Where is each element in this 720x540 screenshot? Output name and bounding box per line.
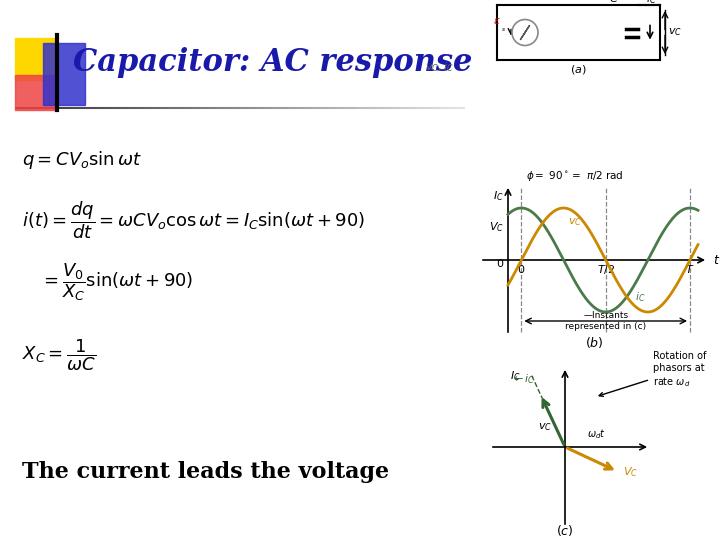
Text: $i_C$: $i_C$ — [635, 290, 645, 304]
Text: $0$: $0$ — [495, 257, 504, 269]
Text: —Instants
represented in (c): —Instants represented in (c) — [565, 311, 647, 330]
Text: $_s$: $_s$ — [502, 25, 506, 34]
Text: $t$: $t$ — [713, 253, 720, 267]
Text: $\phi =\ 90^\circ =\ \pi/2$ rad: $\phi =\ 90^\circ =\ \pi/2$ rad — [526, 169, 624, 183]
Text: $\varepsilon$: $\varepsilon$ — [493, 17, 501, 26]
Text: The current leads the voltage: The current leads the voltage — [22, 461, 389, 483]
Text: $C$: $C$ — [609, 0, 619, 4]
Text: $X_C = \dfrac{1}{\omega C}$: $X_C = \dfrac{1}{\omega C}$ — [22, 337, 96, 373]
Text: $V_C$: $V_C$ — [623, 465, 638, 480]
Text: $I_C$: $I_C$ — [493, 189, 504, 203]
Text: $T$: $T$ — [685, 263, 695, 275]
Text: $v_C$: $v_C$ — [538, 421, 552, 433]
Text: $= \dfrac{V_0}{X_C} \sin(\omega t + 90)$: $= \dfrac{V_0}{X_C} \sin(\omega t + 90)$ — [40, 261, 194, 303]
Text: $(c)$: $(c)$ — [557, 523, 574, 538]
Text: $\leftarrow i_C$: $\leftarrow i_C$ — [511, 373, 536, 386]
Bar — [15, 38, 57, 80]
Text: $(a)$: $(a)$ — [570, 63, 587, 76]
Text: Capacitor: AC response: Capacitor: AC response — [73, 48, 472, 78]
Bar — [15, 75, 57, 110]
Text: $v_C, i_C$: $v_C, i_C$ — [425, 60, 454, 74]
Text: $V_C$: $V_C$ — [489, 220, 504, 234]
Text: $T/2$: $T/2$ — [597, 263, 615, 276]
Text: $q = CV_o \sin \omega t$: $q = CV_o \sin \omega t$ — [22, 149, 142, 171]
Text: $\omega_d t$: $\omega_d t$ — [587, 427, 606, 441]
Text: $I_C$: $I_C$ — [510, 369, 521, 383]
Circle shape — [512, 19, 538, 45]
Text: $i(t) = \dfrac{dq}{dt} = \omega CV_o \cos \omega t = I_C \sin(\omega t + 90)$: $i(t) = \dfrac{dq}{dt} = \omega CV_o \co… — [22, 199, 365, 241]
Text: $v_C$: $v_C$ — [668, 26, 682, 38]
Text: $v_C$: $v_C$ — [568, 216, 582, 228]
Text: Rotation of
phasors at
rate $\omega_d$: Rotation of phasors at rate $\omega_d$ — [599, 352, 706, 396]
Bar — [43, 43, 85, 105]
Text: $(b)$: $(b)$ — [585, 335, 603, 350]
Text: $0$: $0$ — [517, 263, 526, 275]
Text: $i_C$: $i_C$ — [646, 0, 657, 6]
